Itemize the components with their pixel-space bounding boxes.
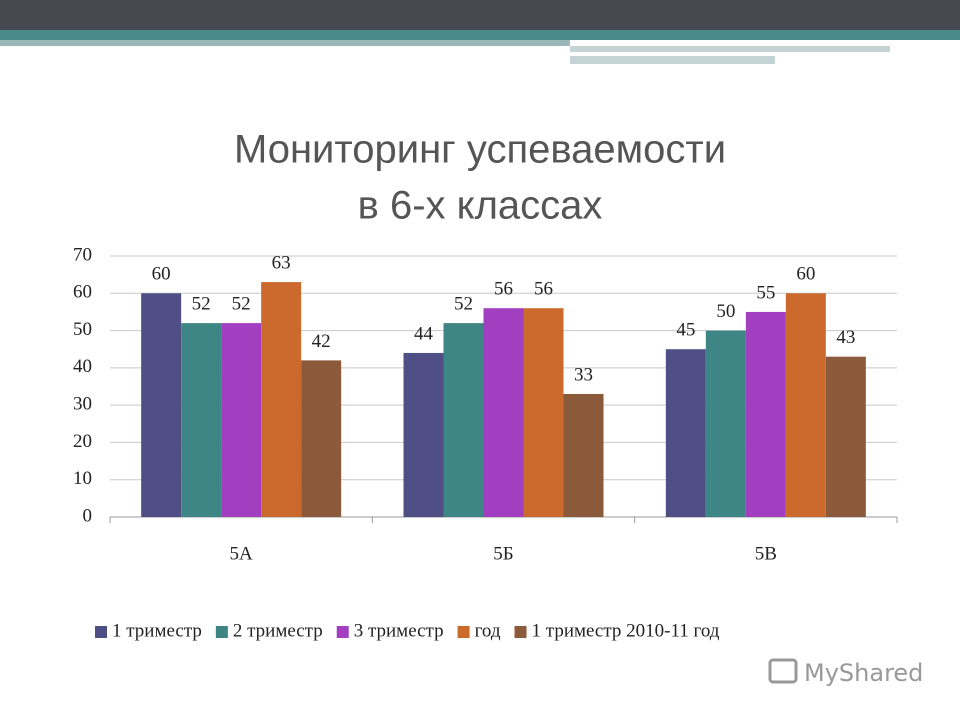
bar <box>705 330 746 517</box>
legend-swatch <box>457 626 470 638</box>
y-tick-label: 60 <box>73 282 92 303</box>
chart-title: в 6-х классах <box>358 184 603 228</box>
bar <box>261 282 302 517</box>
header-strip <box>0 30 960 40</box>
watermark: MyShared <box>768 658 923 687</box>
y-tick-label: 70 <box>73 244 92 265</box>
x-tick-label: 5Б <box>493 543 513 564</box>
y-tick-label: 0 <box>83 505 93 526</box>
data-label: 44 <box>414 323 434 344</box>
y-tick-label: 20 <box>73 431 92 452</box>
x-tick-label: 5В <box>755 543 777 564</box>
legend-label: год <box>475 620 501 641</box>
data-label: 55 <box>756 282 775 303</box>
data-label: 50 <box>716 301 735 322</box>
watermark-icon <box>768 658 798 684</box>
bar <box>181 323 222 517</box>
bar <box>483 308 524 517</box>
legend-label: 1 триместр <box>112 620 202 641</box>
bar <box>785 293 826 517</box>
watermark-text: MyShared <box>804 659 923 687</box>
bar <box>221 323 262 517</box>
header-strip <box>570 56 775 64</box>
data-label: 43 <box>836 327 855 348</box>
y-tick-label: 50 <box>73 319 92 340</box>
legend-swatch <box>215 626 228 638</box>
bar <box>443 323 484 517</box>
bar <box>563 393 604 517</box>
data-label: 52 <box>232 293 251 314</box>
legend-swatch <box>514 626 527 638</box>
bar <box>523 308 564 517</box>
data-label: 52 <box>454 293 473 314</box>
y-tick-label: 40 <box>73 356 92 377</box>
legend-label: 3 триместр <box>354 620 444 641</box>
legend-swatch <box>336 626 349 638</box>
y-tick-label: 10 <box>73 468 92 489</box>
data-label: 42 <box>312 331 331 352</box>
header-strip <box>0 40 570 46</box>
bar <box>825 356 866 517</box>
data-label: 45 <box>676 320 695 341</box>
bar <box>665 349 706 517</box>
bar <box>403 352 444 517</box>
bar <box>745 311 786 517</box>
data-label: 52 <box>192 293 211 314</box>
header-band <box>0 0 960 30</box>
data-label: 60 <box>796 264 815 285</box>
bar <box>141 293 182 517</box>
header-strip <box>570 46 890 52</box>
legend-label: 1 триместр 2010-11 год <box>532 620 720 641</box>
y-tick-label: 30 <box>73 394 92 415</box>
chart-title: Мониторинг успеваемости <box>234 128 726 172</box>
legend-swatch <box>95 626 107 638</box>
data-label: 60 <box>152 264 171 285</box>
data-label: 56 <box>494 279 513 300</box>
data-label: 33 <box>574 364 593 385</box>
data-label: 56 <box>534 279 553 300</box>
bar <box>301 360 342 517</box>
data-label: 63 <box>272 252 291 273</box>
x-tick-label: 5А <box>230 543 254 564</box>
legend-label: 2 триместр <box>233 620 323 641</box>
